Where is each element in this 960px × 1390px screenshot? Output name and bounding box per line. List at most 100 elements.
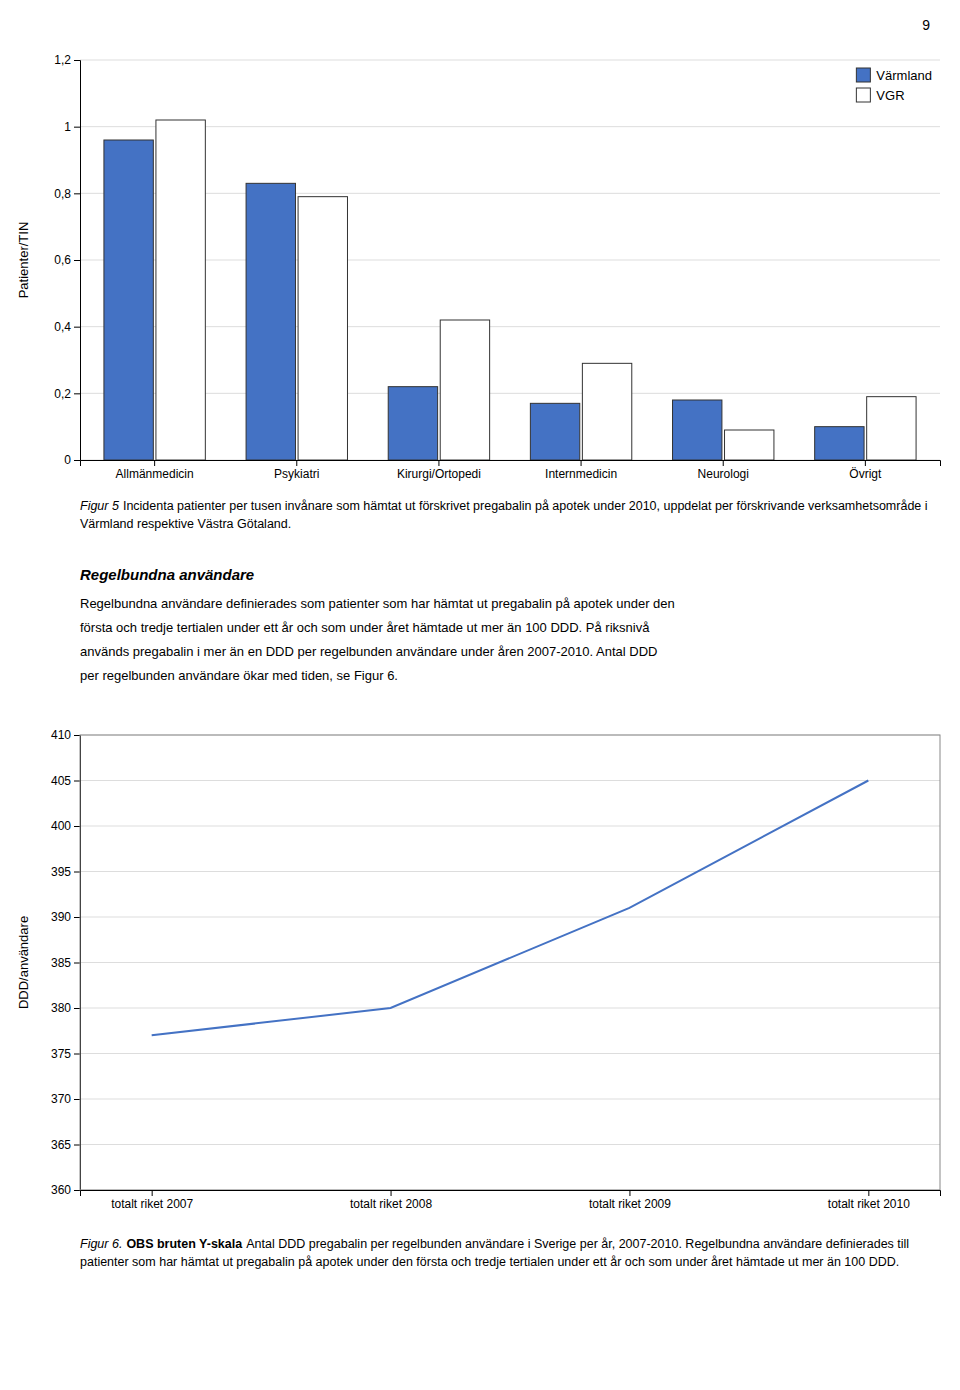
x-axis: Allmänmedicin Psykiatri Kirurgi/Ortopedi In… xyxy=(81,460,941,481)
y-tick-mark xyxy=(74,1008,80,1009)
y-tick-mark xyxy=(74,327,80,328)
y-tick: 0,6 xyxy=(54,253,80,267)
grid-line xyxy=(80,193,940,194)
y-tick: 1 xyxy=(64,120,80,134)
y-tick-mark xyxy=(74,127,80,128)
y-tick: 395 xyxy=(51,865,80,879)
y-tick-mark xyxy=(74,781,80,782)
bar xyxy=(298,197,347,460)
grid-line xyxy=(80,60,940,61)
y-tick-label: 0,6 xyxy=(54,253,71,267)
y-axis: 360365370375380385390395400405410 xyxy=(51,728,81,1197)
grid-line xyxy=(80,393,940,394)
line xyxy=(152,781,869,1036)
bar xyxy=(582,363,631,460)
legend-swatch xyxy=(856,68,870,82)
x-axis-line xyxy=(81,461,941,467)
x-tick-mark xyxy=(723,460,724,466)
y-tick-label: 380 xyxy=(51,1001,71,1015)
bar xyxy=(815,427,864,460)
y-tick-label: 0,2 xyxy=(54,387,71,401)
y-tick-mark xyxy=(74,1054,80,1055)
x-tick: totalt riket 2009 xyxy=(589,1190,671,1211)
y-tick: 405 xyxy=(51,774,80,788)
bar xyxy=(673,400,722,460)
y-tick-label: 0,4 xyxy=(54,320,71,334)
y-tick: 380 xyxy=(51,1001,80,1015)
x-tick: totalt riket 2010 xyxy=(828,1190,910,1211)
caption-text: Figur 5 xyxy=(80,499,119,513)
section-body-line: första och tredje tertialen under ett år… xyxy=(80,620,650,635)
grid-line xyxy=(80,1144,940,1145)
grid-line xyxy=(80,871,940,872)
legend-swatch xyxy=(856,88,870,102)
y-tick-label: 395 xyxy=(51,865,71,879)
legend-item: Värmland xyxy=(856,68,932,83)
y-tick-label: 370 xyxy=(51,1092,71,1106)
line-chart: 360365370375380385390395400405410DDD/anv… xyxy=(16,728,941,1210)
section-body-line: Regelbundna användare definierades som p… xyxy=(80,596,675,611)
grid-line xyxy=(80,826,940,827)
bar xyxy=(156,120,205,460)
y-tick: 370 xyxy=(51,1092,80,1106)
y-tick-label: 365 xyxy=(51,1138,71,1152)
page-number: 9 xyxy=(922,17,930,33)
y-tick: 0,8 xyxy=(54,187,80,201)
lines xyxy=(152,781,869,1036)
y-tick-mark xyxy=(74,1099,80,1100)
bars xyxy=(104,120,916,460)
legend-item: VGR xyxy=(856,88,904,103)
y-tick-label: 385 xyxy=(51,956,71,970)
y-axis-title: Patienter/TIN xyxy=(16,222,31,299)
x-tick-mark xyxy=(868,1190,869,1196)
y-tick: 1,2 xyxy=(54,53,80,67)
y-tick: 410 xyxy=(51,728,80,742)
legend: Värmland VGR xyxy=(856,68,932,103)
grid-line xyxy=(80,326,940,327)
y-tick: 400 xyxy=(51,819,80,833)
grid-line xyxy=(80,780,940,781)
x-tick-label: Övrigt xyxy=(849,467,882,481)
y-tick: 390 xyxy=(51,910,80,924)
x-tick-mark xyxy=(629,1190,630,1196)
x-tick: Psykiatri xyxy=(274,460,319,481)
bar xyxy=(867,397,916,460)
y-tick-label: 1,2 xyxy=(54,53,71,67)
page: 900,20,40,60,811,2Patienter/TINAllmänmed… xyxy=(0,0,960,1390)
bar xyxy=(440,320,489,460)
y-tick-mark xyxy=(74,393,80,394)
grid-line xyxy=(80,126,940,127)
x-tick: Internmedicin xyxy=(545,460,617,481)
y-tick-label: 0,8 xyxy=(54,187,71,201)
grid xyxy=(80,60,940,460)
x-tick: Neurologi xyxy=(698,460,749,481)
grid-line xyxy=(80,1099,940,1100)
y-tick-mark xyxy=(74,735,80,736)
x-tick-label: Allmänmedicin xyxy=(116,467,194,481)
y-tick: 365 xyxy=(51,1138,80,1152)
caption-text: OBS bruten Y-skala xyxy=(126,1237,243,1251)
y-tick-mark xyxy=(74,260,80,261)
section-body-line: används pregabalin i mer än en DDD per r… xyxy=(80,644,657,659)
x-tick-mark xyxy=(391,1190,392,1196)
x-tick: totalt riket 2007 xyxy=(111,1190,193,1211)
y-tick-label: 390 xyxy=(51,910,71,924)
bar xyxy=(725,430,774,460)
x-tick-label: totalt riket 2010 xyxy=(828,1197,910,1211)
y-tick-mark xyxy=(74,917,80,918)
x-tick: Allmänmedicin xyxy=(116,460,194,481)
y-axis-line xyxy=(74,61,81,461)
section-body-line: per regelbunden användare ökar med tiden… xyxy=(80,668,398,683)
x-tick-mark xyxy=(154,460,155,466)
y-tick-mark xyxy=(74,1145,80,1146)
y-tick-mark xyxy=(74,872,80,873)
grid-line xyxy=(80,1053,940,1054)
y-tick-label: 360 xyxy=(51,1183,71,1197)
bar xyxy=(530,403,579,460)
grid-line xyxy=(80,260,940,261)
caption: Figur 5Incidenta patienter per tusen inv… xyxy=(80,499,928,531)
x-tick: Kirurgi/Ortopedi xyxy=(397,460,481,481)
bar-series xyxy=(104,140,864,460)
x-tick-mark xyxy=(581,460,582,466)
x-tick-label: Internmedicin xyxy=(545,467,617,481)
